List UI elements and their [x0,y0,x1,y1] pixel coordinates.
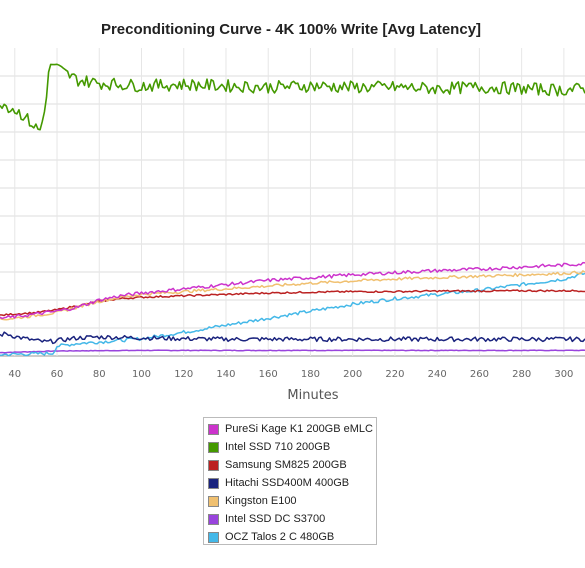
legend-label: OCZ Talos 2 C 480GB [225,531,335,543]
x-tick-label: 100 [132,369,151,380]
series-layer [0,63,585,357]
x-tick-label: 40 [8,369,21,380]
legend-swatch [208,477,219,489]
series-line-kingston-e100 [0,270,585,321]
legend-label: Intel SSD 710 200GB [225,441,331,453]
legend-label: Intel SSD DC S3700 [225,513,326,525]
legend-label: Hitachi SSD400M 400GB [225,477,350,489]
x-tick-label: 260 [470,369,489,380]
legend-swatch [208,423,219,435]
x-tick-label: 140 [216,369,235,380]
legend-swatch [208,531,219,543]
x-tick-label: 240 [428,369,447,380]
series-line-ocz-talos-2-c-480gb [0,272,585,357]
legend-item[interactable]: Hitachi SSD400M 400GB [208,474,376,492]
legend-item[interactable]: PureSi Kage K1 200GB eMLC [208,420,376,438]
grid-layer [0,48,585,357]
legend-swatch [208,459,219,471]
series-line-samsung-sm825-200gb [0,289,585,317]
legend: PureSi Kage K1 200GB eMLC Intel SSD 710 2… [203,417,377,545]
legend-swatch [208,513,219,525]
legend-item[interactable]: Kingston E100 [208,492,376,510]
x-tick-label: 300 [554,369,573,380]
x-tick-label: 160 [259,369,278,380]
x-tick-label: 60 [51,369,64,380]
legend-swatch [208,495,219,507]
x-tick-label: 80 [93,369,106,380]
x-tick-label: 280 [512,369,531,380]
chart-title: Preconditioning Curve - 4K 100% Write [A… [101,21,481,38]
legend-swatch [208,441,219,453]
series-line-puresi-kage-k1-200gb-emlc [0,261,585,320]
legend-label: PureSi Kage K1 200GB eMLC [225,423,373,435]
x-tick-labels: 40 60 80 100 120 140 160 180 200 220 240 260 280 300 [8,369,573,380]
x-tick-label: 220 [385,369,404,380]
legend-label: Kingston E100 [225,495,297,507]
legend-label: Samsung SM825 200GB [225,459,347,471]
x-tick-label: 200 [343,369,362,380]
legend-item[interactable]: OCZ Talos 2 C 480GB [208,528,376,546]
legend-item[interactable]: Intel SSD 710 200GB [208,438,376,456]
x-tick-label: 120 [174,369,193,380]
x-tick-label: 180 [301,369,320,380]
legend-item[interactable]: Intel SSD DC S3700 [208,510,376,528]
series-line-intel-ssd-710-200gb [0,63,585,131]
x-axis-title: Minutes [287,388,338,403]
series-line-intel-ssd-dc-s3700 [0,349,585,354]
series-line-hitachi-ssd400m-400gb [0,331,585,345]
legend-item[interactable]: Samsung SM825 200GB [208,456,376,474]
